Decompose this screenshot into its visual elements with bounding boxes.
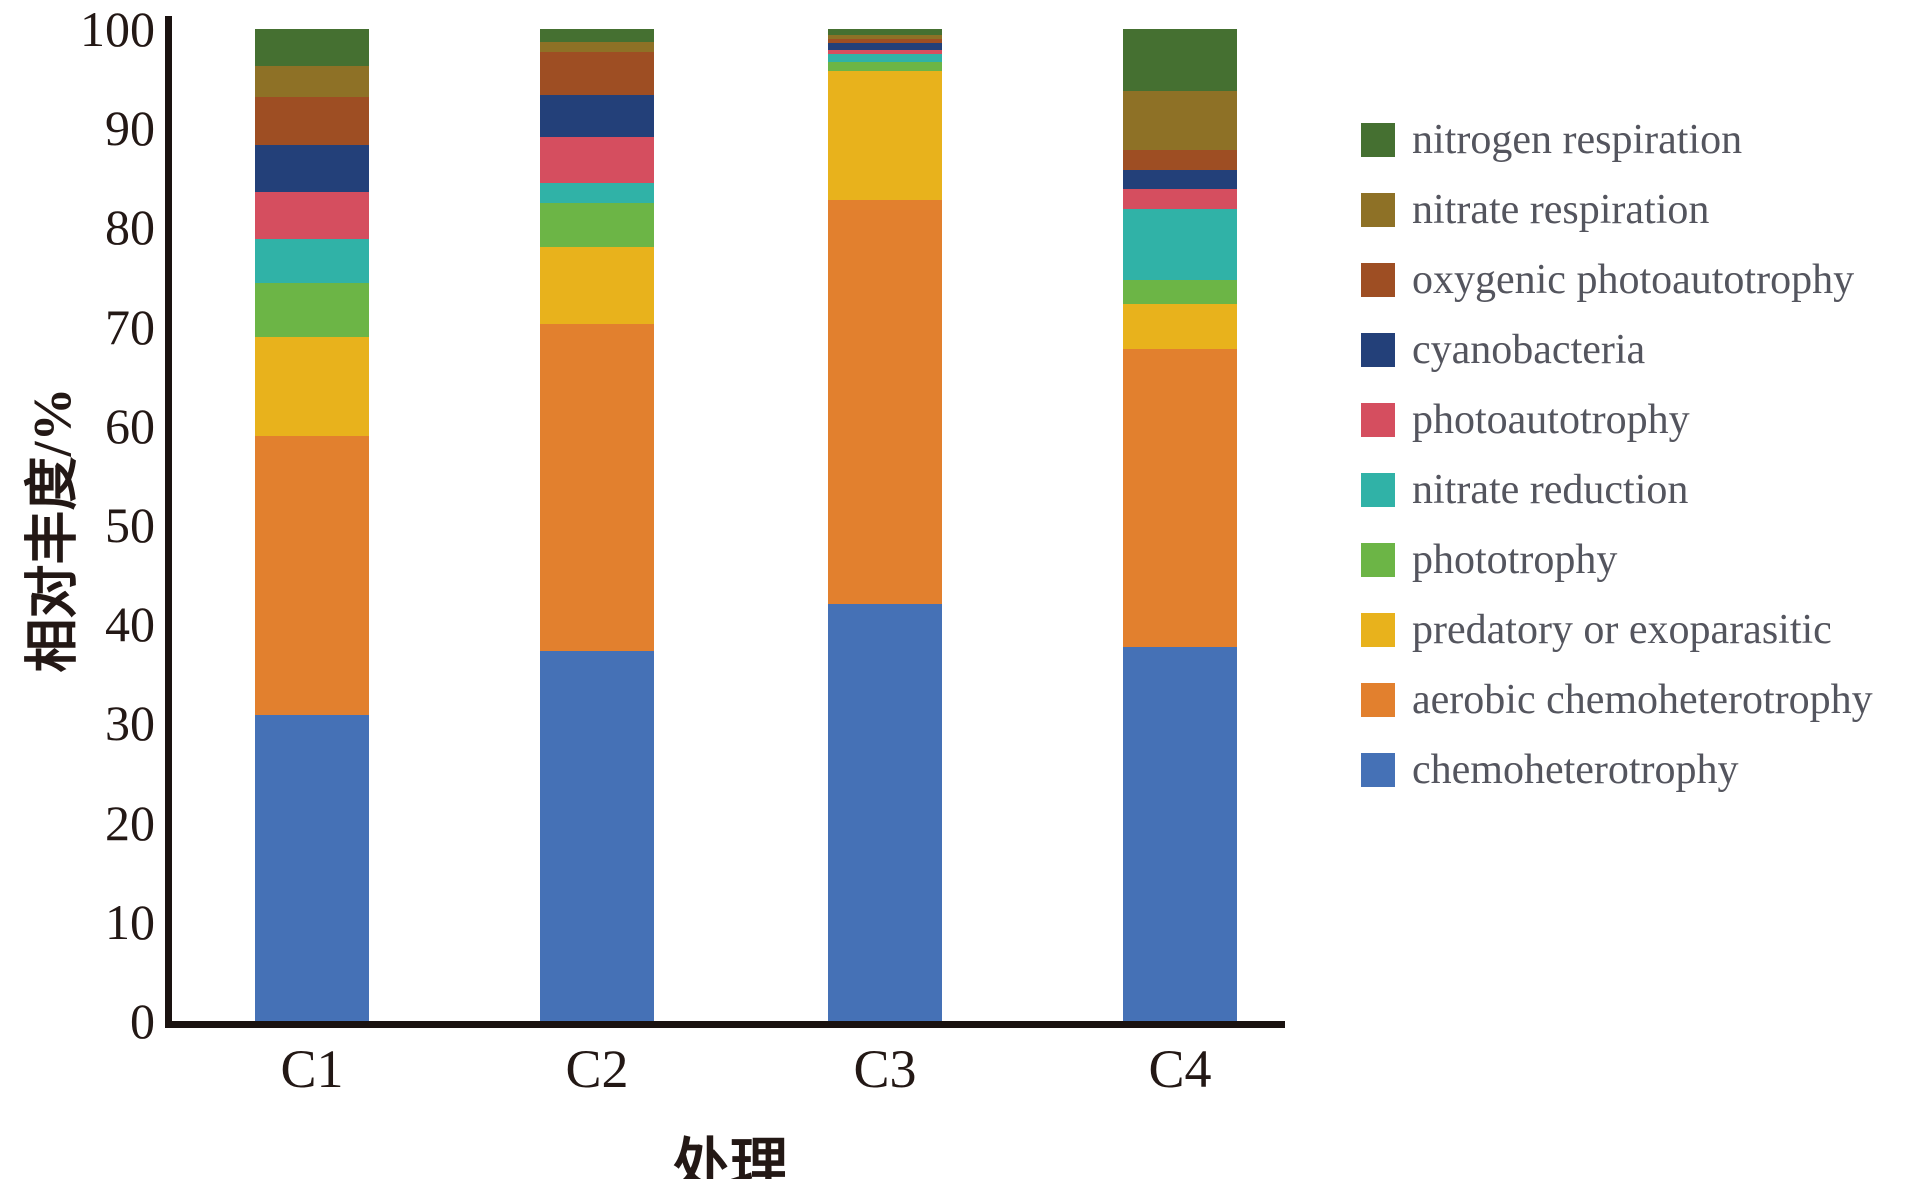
bar-segment-C3-oxygenic-photoautotrophy <box>828 38 942 44</box>
legend-label: predatory or exoparasitic <box>1412 607 1832 653</box>
bar-segment-C1-predatory-or-exoparasitic <box>255 336 369 436</box>
bar-C1 <box>255 29 369 1021</box>
y-tick-label-40: 40 <box>105 596 155 653</box>
bar-segment-C3-cyanobacteria <box>828 43 942 51</box>
y-axis-line <box>165 16 172 1028</box>
bar-segment-C2-chemoheterotrophy <box>540 650 654 1021</box>
bar-segment-C1-phototrophy <box>255 282 369 337</box>
bar-segment-C1-nitrate-respiration <box>255 65 369 98</box>
legend-swatch-icon <box>1361 543 1395 577</box>
bar-segment-C4-chemoheterotrophy <box>1123 647 1237 1021</box>
bar-segment-C4-nitrate-respiration <box>1123 90 1237 151</box>
x-tick-label-C3: C3 <box>853 1039 917 1099</box>
bar-segment-C1-cyanobacteria <box>255 145 369 192</box>
legend-swatch-icon <box>1361 333 1395 367</box>
y-tick-label-30: 30 <box>105 695 155 752</box>
bar-segment-C1-oxygenic-photoautotrophy <box>255 97 369 146</box>
legend-label: nitrate respiration <box>1412 187 1710 233</box>
legend-swatch-icon <box>1361 473 1395 507</box>
legend-label: photoautotrophy <box>1412 397 1690 443</box>
bar-segment-C4-phototrophy <box>1123 280 1237 304</box>
legend-swatch-icon <box>1361 263 1395 297</box>
legend-swatch-icon <box>1361 753 1395 787</box>
y-tick-label-80: 80 <box>105 199 155 256</box>
legend-swatch-icon <box>1361 683 1395 717</box>
legend-item-nitrogen-respiration: nitrogen respiration <box>1361 119 1742 161</box>
bar-segment-C3-nitrate-reduction <box>828 53 942 62</box>
bar-segment-C2-nitrate-respiration <box>540 41 654 52</box>
x-tick-label-C1: C1 <box>280 1039 344 1099</box>
bar-segment-C2-photoautotrophy <box>540 137 654 183</box>
legend-label: phototrophy <box>1412 537 1618 583</box>
legend-item-nitrate-reduction: nitrate reduction <box>1361 469 1688 511</box>
y-tick-label-0: 0 <box>130 993 155 1049</box>
legend-label: oxygenic photoautotrophy <box>1412 257 1855 303</box>
bar-segment-C2-nitrate-reduction <box>540 182 654 203</box>
bar-segment-C3-phototrophy <box>828 61 942 71</box>
bar-segment-C1-nitrogen-respiration <box>255 29 369 66</box>
plot-area <box>170 29 1285 1021</box>
bar-segment-C3-photoautotrophy <box>828 50 942 54</box>
y-tick-label-20: 20 <box>105 794 155 851</box>
legend-item-phototrophy: phototrophy <box>1361 539 1617 581</box>
x-tick-label-C4: C4 <box>1148 1039 1212 1099</box>
bar-segment-C1-photoautotrophy <box>255 191 369 240</box>
legend-item-cyanobacteria: cyanobacteria <box>1361 329 1645 371</box>
legend-label: nitrogen respiration <box>1412 117 1743 163</box>
legend-item-chemoheterotrophy: chemoheterotrophy <box>1361 749 1739 791</box>
bar-segment-C3-nitrate-respiration <box>828 34 942 39</box>
x-axis-title: 处理 <box>671 1133 789 1179</box>
legend-item-oxygenic-photoautotrophy: oxygenic photoautotrophy <box>1361 259 1854 301</box>
bar-segment-C4-aerobic-chemoheterotrophy <box>1123 349 1237 648</box>
bar-segment-C2-oxygenic-photoautotrophy <box>540 51 654 96</box>
legend-label: cyanobacteria <box>1412 327 1646 373</box>
bar-segment-C4-photoautotrophy <box>1123 188 1237 209</box>
bar-segment-C2-cyanobacteria <box>540 95 654 138</box>
bar-segment-C4-cyanobacteria <box>1123 169 1237 189</box>
bar-segment-C2-predatory-or-exoparasitic <box>540 247 654 324</box>
y-tick-label-100: 100 <box>80 1 155 57</box>
bar-segment-C3-predatory-or-exoparasitic <box>828 70 942 200</box>
bar-segment-C4-nitrate-reduction <box>1123 208 1237 280</box>
legend-swatch-icon <box>1361 193 1395 227</box>
bar-segment-C1-nitrate-reduction <box>255 239 369 283</box>
legend-label: nitrate reduction <box>1412 467 1689 513</box>
x-axis-line <box>165 1021 1285 1028</box>
legend-item-nitrate-respiration: nitrate respiration <box>1361 189 1709 231</box>
legend-swatch-icon <box>1361 403 1395 437</box>
bar-C3 <box>828 29 942 1021</box>
bar-segment-C4-predatory-or-exoparasitic <box>1123 303 1237 350</box>
x-tick-label-C2: C2 <box>565 1039 629 1099</box>
bar-segment-C4-nitrogen-respiration <box>1123 29 1237 91</box>
legend-item-aerobic-chemoheterotrophy: aerobic chemoheterotrophy <box>1361 679 1873 721</box>
bar-segment-C2-aerobic-chemoheterotrophy <box>540 323 654 651</box>
legend-swatch-icon <box>1361 123 1395 157</box>
bar-C4 <box>1123 29 1237 1021</box>
bar-segment-C2-nitrogen-respiration <box>540 29 654 42</box>
bar-segment-C1-chemoheterotrophy <box>255 715 369 1021</box>
bar-segment-C1-aerobic-chemoheterotrophy <box>255 435 369 716</box>
y-tick-label-50: 50 <box>105 497 155 553</box>
legend-item-predatory-or-exoparasitic: predatory or exoparasitic <box>1361 609 1832 651</box>
legend-label: chemoheterotrophy <box>1412 747 1739 793</box>
bar-segment-C3-nitrogen-respiration <box>828 29 942 35</box>
legend-swatch-icon <box>1361 613 1395 647</box>
bar-segment-C2-phototrophy <box>540 202 654 248</box>
y-tick-label-10: 10 <box>105 893 155 950</box>
y-tick-label-90: 90 <box>105 100 155 157</box>
bar-segment-C3-chemoheterotrophy <box>828 604 942 1021</box>
bar-segment-C3-aerobic-chemoheterotrophy <box>828 199 942 605</box>
bar-segment-C4-oxygenic-photoautotrophy <box>1123 150 1237 170</box>
legend-item-photoautotrophy: photoautotrophy <box>1361 399 1690 441</box>
y-tick-label-70: 70 <box>105 298 155 355</box>
bar-C2 <box>540 29 654 1021</box>
y-tick-label-60: 60 <box>105 397 155 454</box>
legend-label: aerobic chemoheterotrophy <box>1412 677 1873 723</box>
